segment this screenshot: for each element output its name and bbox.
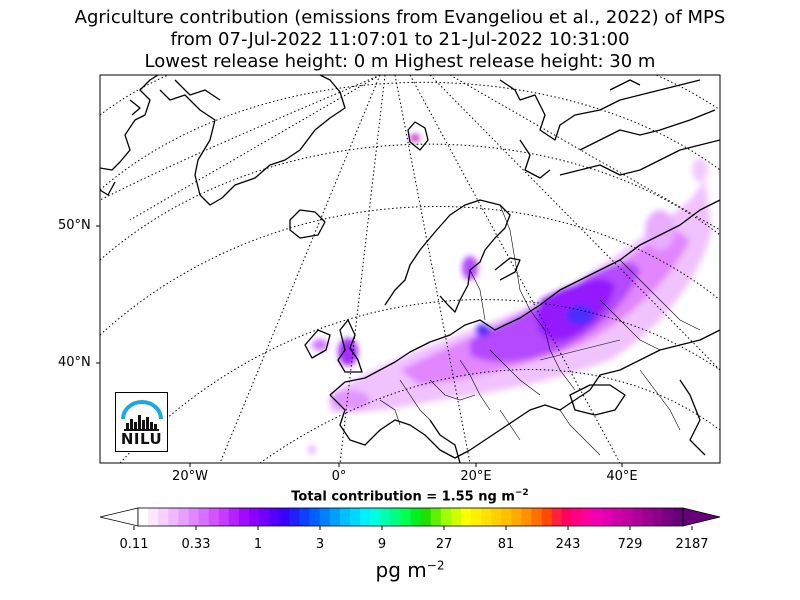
colorbar-tick-label: 729 xyxy=(617,537,643,552)
lon-label-20e: 20°E xyxy=(460,469,492,484)
lon-label-40e: 40°E xyxy=(606,469,638,484)
title-line-2: from 07-Jul-2022 11:07:01 to 21-Jul-2022… xyxy=(170,29,630,50)
colorbar-tick-label: 3 xyxy=(315,537,325,552)
country-borders xyxy=(379,204,701,456)
lat-label-40n: 40°N xyxy=(58,355,91,370)
nilu-logo-text: NILU xyxy=(120,430,163,448)
axis-ticks xyxy=(96,225,623,467)
colorbar-tick-label: 81 xyxy=(497,537,515,552)
colorbar-tick-label: 9 xyxy=(377,537,387,552)
colorbar-unit-exponent: −2 xyxy=(426,558,445,573)
coastlines xyxy=(100,75,720,463)
colorbar-tick-label: 0.33 xyxy=(181,537,211,552)
lon-label-0: 0° xyxy=(331,469,347,484)
colorbar-tick-label: 0.11 xyxy=(119,537,149,552)
title-line-3: Lowest release height: 0 m Highest relea… xyxy=(144,51,656,72)
colorbar-tick-label: 1 xyxy=(253,537,263,552)
colorbar-unit: pg m−2 xyxy=(310,558,510,582)
total-contribution: Total contribution = 1.55 ng m−2 xyxy=(0,488,800,504)
title-line-1: Agriculture contribution (emissions from… xyxy=(74,7,726,28)
colorbar-tick-label: 243 xyxy=(555,537,581,552)
total-contribution-text: Total contribution = 1.55 ng m xyxy=(291,489,515,505)
nilu-logo: NILU xyxy=(115,392,168,452)
map-frame xyxy=(99,74,721,464)
colorbar-unit-text: pg m xyxy=(375,558,427,582)
lat-label-50n: 50°N xyxy=(58,218,91,233)
total-contribution-exponent: −2 xyxy=(514,488,529,498)
lon-label-20w: 20°W xyxy=(172,469,208,484)
colorbar-tick-label: 2187 xyxy=(675,537,709,552)
concentration-plume xyxy=(308,134,712,454)
colorbar-tick-label: 27 xyxy=(435,537,453,552)
nilu-logo-mark xyxy=(121,400,163,431)
